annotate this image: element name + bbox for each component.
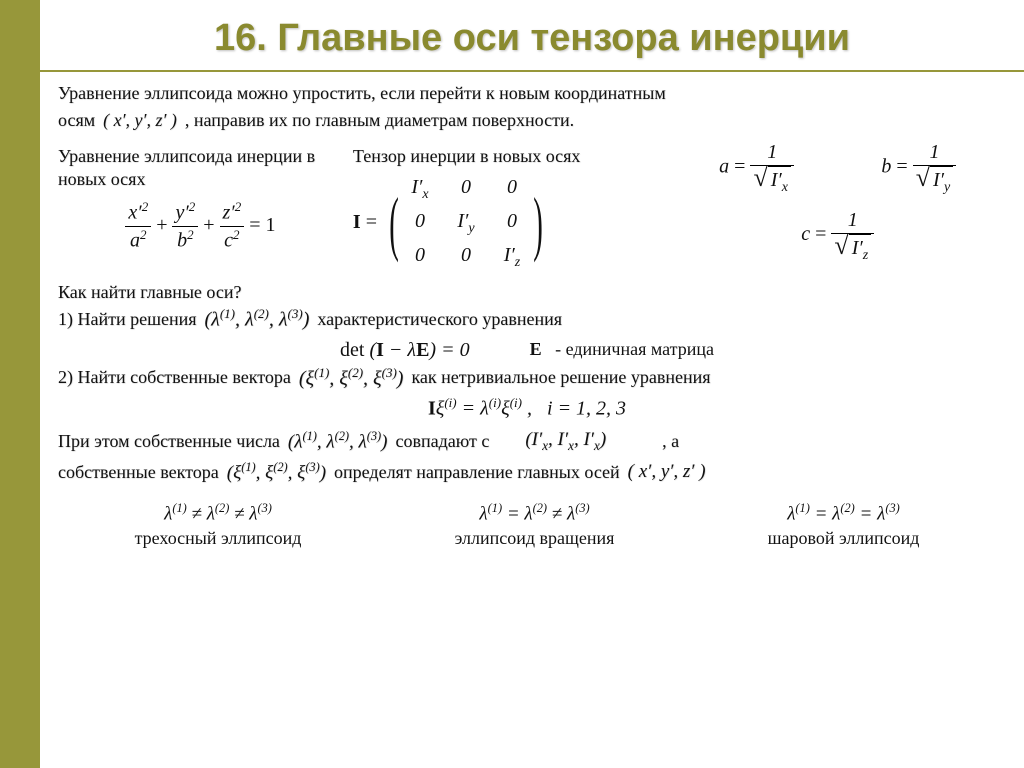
step1: 1) Найти решения (λ(1), λ(2), λ(3)) хара…	[58, 306, 996, 333]
eq-c: c = 1√I′z	[801, 223, 874, 245]
concl2-math1: (ξ(1), ξ(2), ξ(3))	[227, 459, 326, 486]
sym-b: b	[881, 155, 891, 177]
step2a-text: 2) Найти собственные вектора	[58, 366, 291, 389]
case-sphere: λ(1) = λ(2) = λ(3) шаровой эллипсоид	[768, 500, 920, 550]
step2b-text: как нетривиальное решение уравнения	[411, 366, 710, 389]
det-equation: det (I − λE) = 0	[340, 337, 470, 363]
eq-a: a = 1√I′x	[719, 139, 794, 197]
content-area: Уравнение эллипсоида можно упростить, ес…	[40, 82, 1024, 551]
term-x: x′	[128, 202, 141, 224]
step1b-text: характеристического уравнения	[317, 308, 562, 331]
concl1-math1: (λ(1), λ(2), λ(3))	[288, 428, 388, 455]
eq-b: b = 1√I′y	[881, 139, 956, 197]
cases-row: λ(1) ≠ λ(2) ≠ λ(3) трехосный эллипсоид λ…	[58, 500, 996, 550]
case2-label: эллипсоид вращения	[455, 527, 615, 550]
den-c: c	[224, 230, 233, 252]
eq-ellipsoid: x′2a2 + y′2b2 + z′2c2 = 1	[58, 199, 343, 253]
eigen-equation: Iξ(i) = λ(i)ξ(i) , i = 1, 2, 3	[58, 395, 996, 422]
concl1-math2: (I′x, I′x, I′x)	[525, 428, 606, 454]
label-tensor: Тензор инерции в новых осях	[353, 145, 670, 168]
q-how: Как найти главные оси?	[58, 281, 996, 304]
tensor-matrix: I = ( I′x00 0I′y0 00I′z )	[353, 172, 670, 275]
step2: 2) Найти собственные вектора (ξ(1), ξ(2)…	[58, 365, 996, 392]
case-revolution: λ(1) = λ(2) ≠ λ(3) эллипсоид вращения	[455, 500, 615, 550]
sym-a: a	[719, 155, 729, 177]
case1-label: трехосный эллипсоид	[135, 527, 302, 550]
concl1: При этом собственные числа (λ(1), λ(2), …	[58, 428, 996, 455]
den-a: a	[130, 230, 140, 252]
intro2b-text: , направив их по главным диаметрам повер…	[185, 109, 574, 132]
case1-math: λ(1) ≠ λ(2) ≠ λ(3)	[135, 500, 302, 527]
concl2-math2: ( x′, y′, z′ )	[628, 460, 706, 485]
step1a-text: 1) Найти решения	[58, 308, 197, 331]
intro-line1: Уравнение эллипсоида можно упростить, ес…	[58, 82, 996, 105]
term-y: y′	[175, 202, 188, 224]
sym-c: c	[801, 223, 810, 245]
unit-text: - единичная матрица	[555, 339, 714, 359]
intro2a-text: осям	[58, 109, 95, 132]
concl1c-text: , а	[662, 430, 679, 453]
case3-math: λ(1) = λ(2) = λ(3)	[768, 500, 920, 527]
case-triaxial: λ(1) ≠ λ(2) ≠ λ(3) трехосный эллипсоид	[135, 500, 302, 550]
slide: 16. Главные оси тензора инерции Уравнени…	[0, 0, 1024, 768]
intro-line2: осям ( x′, y′, z′ ) , направив их по гла…	[58, 109, 996, 132]
slide-title: 16. Главные оси тензора инерции	[40, 0, 1024, 66]
concl2a-text: собственные вектора	[58, 461, 219, 484]
concl1a-text: При этом собственные числа	[58, 430, 280, 453]
case3-label: шаровой эллипсоид	[768, 527, 920, 550]
term-z: z′	[223, 202, 235, 224]
label-ellipsoid: Уравнение эллипсоида инерции в новых ося…	[58, 145, 343, 192]
title-divider	[40, 70, 1024, 72]
concl2b-text: определят направление главных осей	[334, 461, 620, 484]
step1-math: (λ(1), λ(2), λ(3))	[205, 306, 310, 333]
step2-math: (ξ(1), ξ(2), ξ(3))	[299, 365, 404, 392]
den-b: b	[177, 230, 187, 252]
intro2-math: ( x′, y′, z′ )	[103, 109, 177, 132]
concl1b-text: совпадают с	[396, 430, 490, 453]
case2-math: λ(1) = λ(2) ≠ λ(3)	[455, 500, 615, 527]
unit-matrix-note: E - единичная матрица	[530, 338, 714, 361]
concl2: собственные вектора (ξ(1), ξ(2), ξ(3)) о…	[58, 459, 996, 486]
sym-E: E	[530, 339, 542, 359]
